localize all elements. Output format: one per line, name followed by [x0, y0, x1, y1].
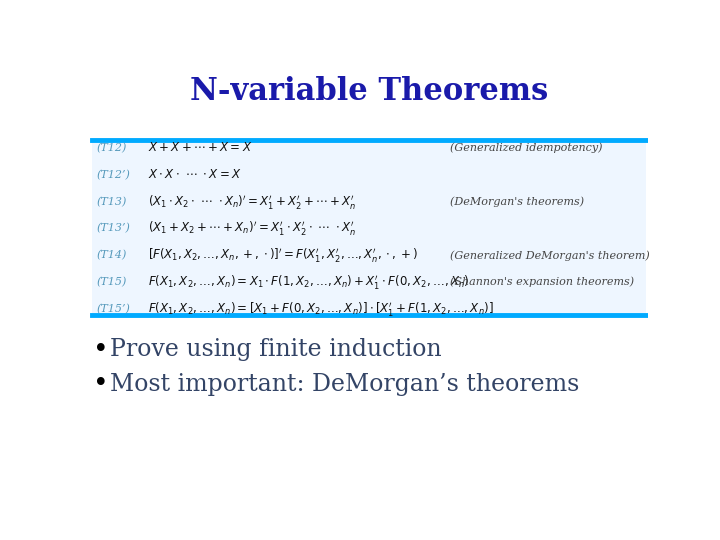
Text: •: •	[93, 337, 109, 363]
Text: (T12’): (T12’)	[96, 170, 130, 180]
Text: N-variable Theorems: N-variable Theorems	[190, 76, 548, 107]
Text: $(X_1 \cdot X_2 \cdot\ \cdots\ \cdot X_n)' = X_1' + X_2' + \cdots + X_n'$: $(X_1 \cdot X_2 \cdot\ \cdots\ \cdot X_n…	[148, 193, 356, 211]
Text: $X \cdot X \cdot\ \cdots\ \cdot X = X$: $X \cdot X \cdot\ \cdots\ \cdot X = X$	[148, 168, 242, 181]
FancyBboxPatch shape	[92, 140, 646, 315]
Text: (T13’): (T13’)	[96, 223, 130, 234]
Text: Prove using finite induction: Prove using finite induction	[110, 338, 442, 361]
Text: $F(X_1, X_2, \ldots, X_n) = [X_1 + F(0, X_2, \ldots, X_n)] \cdot [X_1' + F(1, X_: $F(X_1, X_2, \ldots, X_n) = [X_1 + F(0, …	[148, 300, 494, 318]
Text: •: •	[93, 372, 109, 397]
Text: (T15): (T15)	[96, 277, 127, 287]
Text: (T12): (T12)	[96, 143, 127, 153]
Text: (Shannon's expansion theorems): (Shannon's expansion theorems)	[451, 277, 634, 287]
Text: $(X_1 + X_2 + \cdots + X_n)' = X_1' \cdot X_2' \cdot\ \cdots\ \cdot X_n'$: $(X_1 + X_2 + \cdots + X_n)' = X_1' \cdo…	[148, 219, 356, 238]
Text: (T13): (T13)	[96, 197, 127, 207]
Text: (T14): (T14)	[96, 250, 127, 260]
Text: (Generalized idempotency): (Generalized idempotency)	[451, 143, 603, 153]
Text: (Generalized DeMorgan's theorem): (Generalized DeMorgan's theorem)	[451, 250, 650, 260]
Text: $X + X + \cdots + X = X$: $X + X + \cdots + X = X$	[148, 141, 253, 154]
Text: (DeMorgan's theorems): (DeMorgan's theorems)	[451, 197, 585, 207]
Text: (T15’): (T15’)	[96, 303, 130, 314]
Text: Most important: DeMorgan’s theorems: Most important: DeMorgan’s theorems	[110, 373, 580, 396]
Text: $[F(X_1, X_2, \ldots, X_n, +, \cdot)]' = F(X_1', X_2', \ldots, X_n', \cdot, +)$: $[F(X_1, X_2, \ldots, X_n, +, \cdot)]' =…	[148, 246, 418, 264]
Text: $F(X_1, X_2, \ldots, X_n) = X_1 \cdot F(1, X_2, \ldots, X_n) + X_1' \cdot F(0, X: $F(X_1, X_2, \ldots, X_n) = X_1 \cdot F(…	[148, 273, 469, 291]
